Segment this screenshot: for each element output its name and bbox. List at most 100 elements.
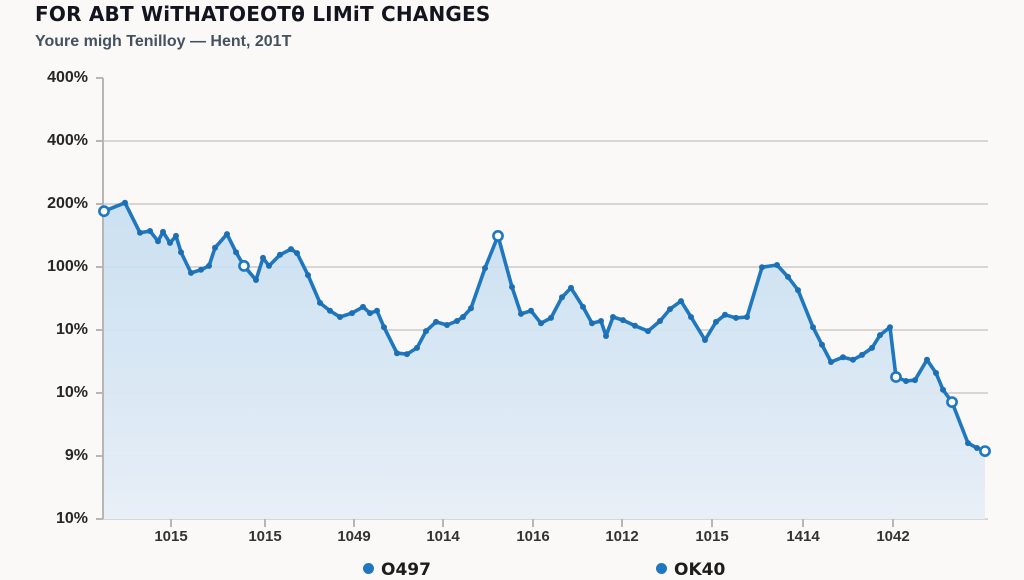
x-axis-label: 1414 bbox=[786, 528, 820, 545]
data-point-marker-open bbox=[492, 229, 504, 242]
data-point-marker bbox=[528, 307, 534, 314]
data-point-marker bbox=[266, 262, 272, 269]
data-point-marker bbox=[444, 322, 450, 328]
data-point-marker-open bbox=[98, 205, 110, 218]
x-axis-label: 1014 bbox=[426, 528, 460, 545]
x-axis-label: 1049 bbox=[337, 528, 371, 545]
data-point-marker bbox=[206, 262, 212, 269]
y-axis-label: 10% bbox=[55, 384, 88, 401]
data-point-marker bbox=[224, 231, 230, 238]
data-point-marker bbox=[819, 341, 825, 348]
data-point-marker bbox=[394, 350, 400, 357]
y-axis-label: 9% bbox=[64, 447, 88, 464]
data-point-marker bbox=[260, 254, 266, 261]
data-point-marker bbox=[360, 303, 366, 310]
data-point-marker bbox=[620, 317, 626, 324]
data-point-marker bbox=[667, 306, 673, 313]
chart-subtitle: Youre migh Tenilloy — Hent, 201T bbox=[35, 33, 292, 50]
data-point-marker bbox=[810, 324, 816, 331]
data-point-marker bbox=[147, 228, 153, 234]
data-point-marker bbox=[887, 324, 893, 331]
data-point-marker bbox=[454, 318, 460, 324]
x-axis-label: 1042 bbox=[876, 528, 910, 545]
data-point-marker bbox=[678, 298, 684, 305]
data-point-marker bbox=[423, 328, 429, 335]
legend-item[interactable]: OK40 bbox=[656, 560, 725, 580]
data-point-marker bbox=[610, 314, 616, 320]
data-point-marker bbox=[559, 294, 565, 301]
y-axis-label: 10% bbox=[55, 321, 88, 338]
data-point-marker bbox=[774, 262, 780, 268]
data-point-marker bbox=[294, 250, 300, 257]
legend-dot-icon bbox=[656, 563, 667, 574]
data-point-marker bbox=[173, 232, 179, 239]
data-point-marker bbox=[722, 311, 728, 318]
x-axis-label: 1016 bbox=[516, 528, 550, 545]
data-point-marker bbox=[912, 377, 918, 384]
data-point-marker bbox=[305, 272, 311, 279]
data-point-marker bbox=[178, 249, 184, 256]
data-point-marker-open bbox=[946, 396, 958, 408]
x-axis-label: 1015 bbox=[248, 528, 282, 545]
data-point-marker bbox=[482, 265, 488, 272]
data-point-marker bbox=[869, 344, 875, 351]
data-point-marker bbox=[840, 354, 846, 361]
data-point-marker bbox=[713, 318, 719, 325]
data-point-marker bbox=[744, 314, 750, 320]
legend-label: OK40 bbox=[674, 560, 726, 580]
data-point-marker bbox=[795, 287, 801, 294]
series-area bbox=[104, 202, 985, 520]
data-point-marker-open bbox=[890, 371, 902, 383]
data-point-marker bbox=[137, 229, 143, 236]
data-point-marker bbox=[317, 299, 323, 306]
data-point-marker bbox=[657, 318, 663, 324]
data-point-marker bbox=[509, 284, 515, 290]
data-point-marker bbox=[253, 277, 259, 283]
data-point-marker bbox=[327, 307, 333, 314]
data-point-marker bbox=[198, 266, 204, 273]
data-point-marker bbox=[632, 322, 638, 329]
data-point-marker bbox=[468, 305, 474, 312]
y-axis-label: 200% bbox=[47, 195, 88, 212]
data-point-marker bbox=[645, 328, 651, 335]
data-point-marker bbox=[460, 314, 466, 320]
y-axis-label: 10% bbox=[55, 510, 88, 527]
data-point-marker bbox=[337, 314, 343, 320]
data-point-marker bbox=[903, 378, 909, 384]
data-point-marker bbox=[702, 337, 708, 343]
data-point-marker-open bbox=[238, 259, 250, 272]
data-point-marker bbox=[688, 314, 694, 320]
data-point-marker bbox=[212, 244, 218, 251]
x-axis-label: 1015 bbox=[154, 528, 188, 545]
data-point-marker bbox=[349, 310, 355, 317]
data-point-marker bbox=[828, 359, 834, 365]
data-point-marker bbox=[598, 318, 604, 324]
data-point-marker-open bbox=[979, 445, 991, 457]
data-point-marker bbox=[974, 445, 980, 451]
data-point-marker bbox=[859, 351, 865, 358]
data-point-marker bbox=[759, 264, 765, 271]
data-point-marker bbox=[568, 284, 574, 291]
data-point-marker bbox=[580, 303, 586, 310]
chart-title: FOR ABT WiTHATOEOTθ LIMiT CHANGES bbox=[35, 2, 491, 26]
data-point-marker bbox=[277, 251, 283, 258]
data-point-marker bbox=[785, 273, 791, 280]
data-point-marker bbox=[374, 307, 380, 314]
data-point-marker bbox=[233, 249, 239, 256]
x-axis-label: 1012 bbox=[605, 528, 639, 545]
data-point-marker bbox=[924, 356, 930, 363]
data-point-marker bbox=[433, 318, 439, 325]
legend-label: O497 bbox=[381, 560, 431, 580]
data-point-marker bbox=[160, 228, 166, 235]
data-point-marker bbox=[518, 310, 524, 317]
x-axis-label: 1015 bbox=[695, 528, 729, 545]
data-point-marker bbox=[603, 333, 609, 339]
chart-legend: O497 OK40 bbox=[0, 560, 1024, 580]
legend-item[interactable]: O497 bbox=[363, 560, 431, 580]
data-point-marker bbox=[877, 332, 883, 339]
data-point-marker bbox=[940, 386, 946, 393]
data-point-marker bbox=[404, 351, 410, 358]
data-point-marker bbox=[538, 320, 544, 327]
